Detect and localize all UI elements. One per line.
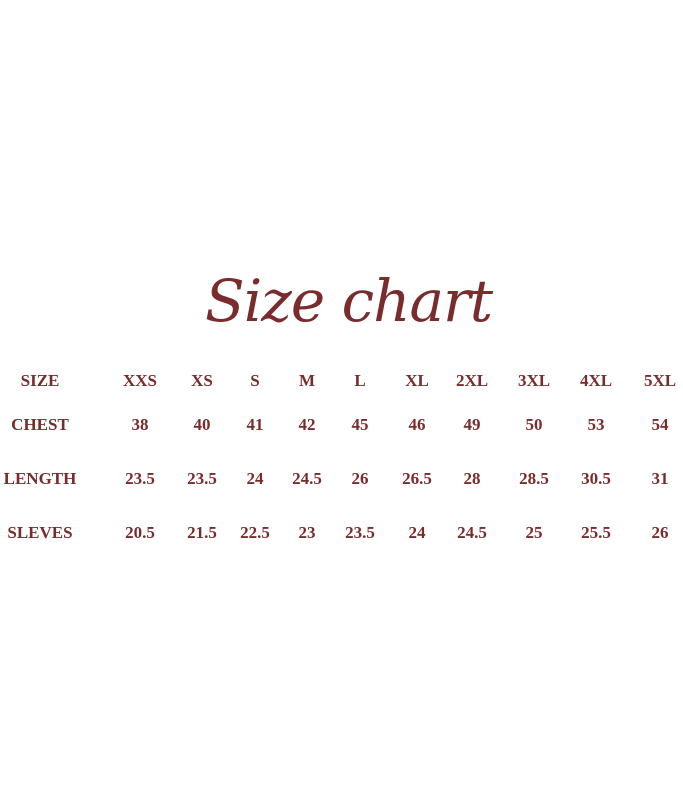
table-cell: 23 [298,523,316,542]
table-cell: 54 [651,415,669,434]
size-header: 3XL [517,371,551,390]
size-chart-title: Size chart [205,267,493,335]
table-cell: 45 [351,415,369,434]
table-cell: 41 [246,415,264,434]
table-cell: 23.5 [125,469,155,488]
table-cell: 21.5 [187,523,217,542]
table-cell: 25.5 [581,523,611,542]
table-cell: 42 [298,415,316,434]
table-cell: 24.5 [292,469,322,488]
size-header: 5XL [643,371,677,390]
row-label: LENGTH [3,469,77,488]
table-cell: 40 [193,415,211,434]
size-header: 2XL [455,371,489,390]
size-header: XS [191,371,213,390]
table-cell: 24 [408,523,426,542]
table-cell: 38 [131,415,149,434]
table-cell: 20.5 [125,523,155,542]
table-cell: 31 [651,469,669,488]
size-header: M [298,371,316,390]
table-cell: 26 [651,523,669,542]
table-cell: 23.5 [345,523,375,542]
row-label: CHEST [11,415,69,434]
size-header-label: SIZE [20,371,60,390]
row-label: SLEVES [7,523,73,542]
table-cell: 49 [463,415,481,434]
table-cell: 26 [351,469,369,488]
table-cell: 46 [408,415,426,434]
table-cell: 26.5 [402,469,432,488]
table-cell: 30.5 [581,469,611,488]
table-cell: 24 [246,469,264,488]
size-header: 4XL [579,371,613,390]
table-cell: 28.5 [519,469,549,488]
table-cell: 28 [463,469,481,488]
table-cell: 50 [525,415,543,434]
size-header: XL [405,371,429,390]
table-cell: 23.5 [187,469,217,488]
table-cell: 22.5 [240,523,270,542]
table-cell: 25 [525,523,543,542]
size-header: XXS [122,371,157,390]
size-header: S [250,371,260,390]
table-cell: 53 [587,415,605,434]
size-header: L [354,371,366,390]
table-cell: 24.5 [457,523,487,542]
